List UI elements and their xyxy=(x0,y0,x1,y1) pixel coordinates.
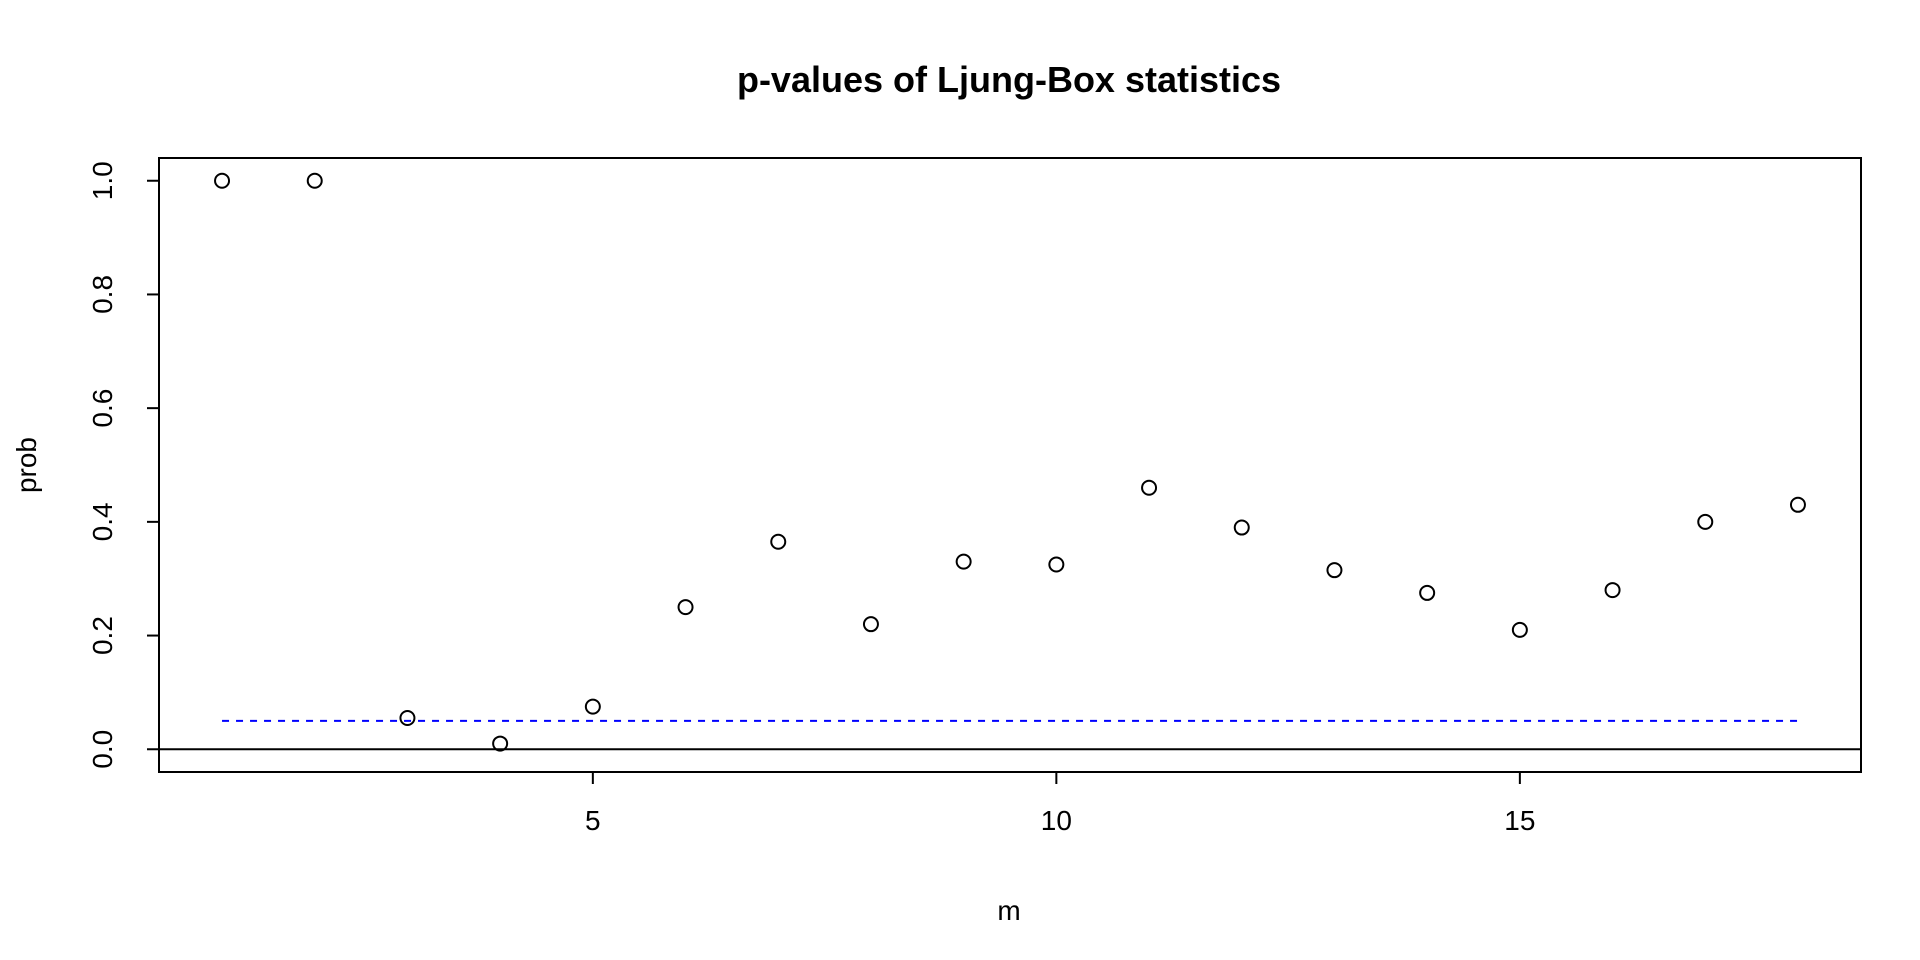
x-tick-label: 10 xyxy=(1041,805,1072,836)
chart-title: p-values of Ljung-Box statistics xyxy=(737,59,1281,100)
data-point xyxy=(306,172,323,189)
x-tick-label: 5 xyxy=(585,805,601,836)
data-point xyxy=(1511,621,1528,638)
data-point xyxy=(399,709,416,726)
data-point xyxy=(1697,513,1714,530)
y-tick-label: 0.8 xyxy=(87,275,118,314)
x-tick-label: 15 xyxy=(1504,805,1535,836)
y-tick-label: 0.4 xyxy=(87,502,118,541)
data-point xyxy=(1789,496,1806,513)
data-point xyxy=(1326,562,1343,579)
data-point xyxy=(1141,479,1158,496)
y-tick-label: 0.2 xyxy=(87,616,118,655)
y-tick-label: 0.6 xyxy=(87,389,118,428)
data-point xyxy=(492,735,509,752)
x-axis: 5 10 15 xyxy=(585,772,1535,836)
y-axis: 0.0 0.2 0.4 0.6 0.8 1.0 xyxy=(87,161,159,769)
data-point xyxy=(1233,519,1250,536)
x-axis-label: m xyxy=(997,895,1020,926)
y-axis-label: prob xyxy=(11,437,42,493)
data-point xyxy=(770,533,787,550)
data-point xyxy=(214,172,231,189)
y-tick-label: 0.0 xyxy=(87,730,118,769)
plot-frame xyxy=(158,157,1862,773)
data-point xyxy=(955,553,972,570)
data-point xyxy=(1419,584,1436,601)
data-points xyxy=(214,172,1806,752)
y-tick-label: 1.0 xyxy=(87,161,118,200)
data-point xyxy=(1604,582,1621,599)
data-point xyxy=(1048,556,1065,573)
data-point xyxy=(677,599,694,616)
data-point xyxy=(584,698,601,715)
data-point xyxy=(862,616,879,633)
